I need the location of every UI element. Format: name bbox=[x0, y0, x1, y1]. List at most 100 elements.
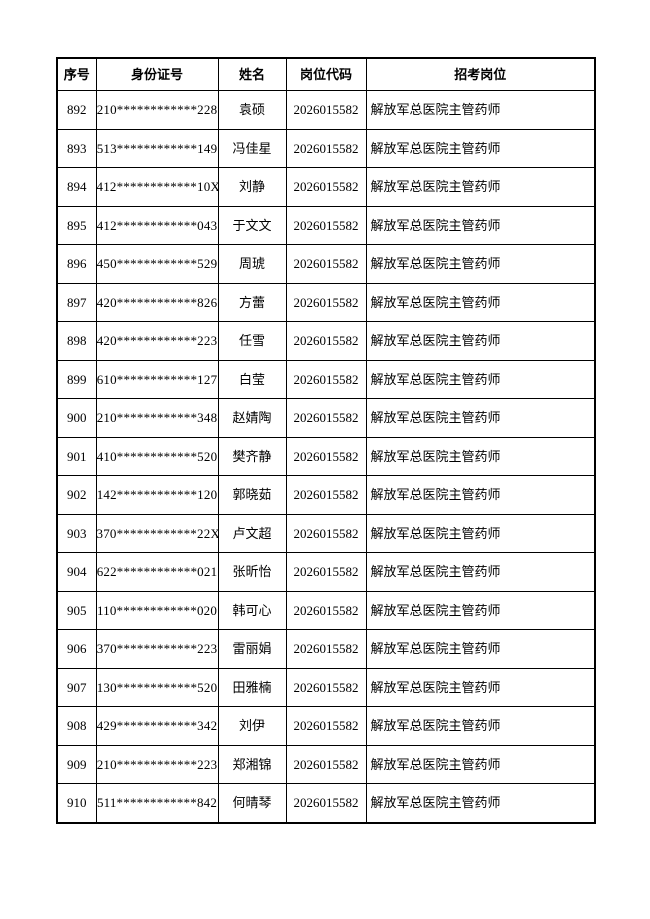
cell-post: 解放军总医院主管药师 bbox=[365, 783, 596, 823]
cell-id-number: 412************10X bbox=[95, 167, 219, 207]
header-cell-post-code: 岗位代码 bbox=[285, 57, 367, 91]
cell-name: 何晴琴 bbox=[217, 783, 287, 823]
cell-post: 解放军总医院主管药师 bbox=[365, 244, 596, 284]
recruitment-roster-table: 序号 身份证号 姓名 岗位代码 招考岗位 892 210************… bbox=[56, 57, 596, 824]
cell-id-number: 622************021 bbox=[95, 552, 219, 592]
cell-name: 郑湘锦 bbox=[217, 744, 287, 784]
cell-id-number: 210************223 bbox=[95, 744, 219, 784]
cell-id-number: 370************22X bbox=[95, 513, 219, 553]
cell-seq: 893 bbox=[56, 128, 97, 168]
cell-post-code: 2026015582 bbox=[285, 321, 367, 361]
cell-seq: 903 bbox=[56, 513, 97, 553]
header-cell-id-number: 身份证号 bbox=[95, 57, 219, 91]
table-row: 908 429************342 刘伊 2026015582 解放军… bbox=[56, 706, 596, 746]
cell-id-number: 513************149 bbox=[95, 128, 219, 168]
cell-post-code: 2026015582 bbox=[285, 513, 367, 553]
cell-name: 刘伊 bbox=[217, 706, 287, 746]
table-row: 907 130************520 田雅楠 2026015582 解放… bbox=[56, 667, 596, 707]
cell-name: 赵婧陶 bbox=[217, 398, 287, 438]
cell-name: 方蕾 bbox=[217, 282, 287, 322]
cell-id-number: 210************228 bbox=[95, 90, 219, 130]
cell-seq: 898 bbox=[56, 321, 97, 361]
cell-name: 田雅楠 bbox=[217, 667, 287, 707]
table-row: 900 210************348 赵婧陶 2026015582 解放… bbox=[56, 398, 596, 438]
cell-seq: 896 bbox=[56, 244, 97, 284]
table-row: 909 210************223 郑湘锦 2026015582 解放… bbox=[56, 744, 596, 784]
cell-id-number: 450************529 bbox=[95, 244, 219, 284]
cell-name: 雷丽娟 bbox=[217, 629, 287, 669]
cell-post-code: 2026015582 bbox=[285, 667, 367, 707]
table-row: 895 412************043 于文文 2026015582 解放… bbox=[56, 205, 596, 245]
table-row: 905 110************020 韩可心 2026015582 解放… bbox=[56, 590, 596, 630]
header-cell-post: 招考岗位 bbox=[365, 57, 596, 91]
cell-post-code: 2026015582 bbox=[285, 783, 367, 823]
table-row: 903 370************22X 卢文超 2026015582 解放… bbox=[56, 513, 596, 553]
table-row: 893 513************149 冯佳星 2026015582 解放… bbox=[56, 128, 596, 168]
table-body: 892 210************228 袁硕 2026015582 解放军… bbox=[56, 90, 596, 823]
cell-post-code: 2026015582 bbox=[285, 398, 367, 438]
cell-post: 解放军总医院主管药师 bbox=[365, 128, 596, 168]
cell-seq: 894 bbox=[56, 167, 97, 207]
cell-name: 刘静 bbox=[217, 167, 287, 207]
cell-post: 解放军总医院主管药师 bbox=[365, 90, 596, 130]
table-row: 901 410************520 樊齐静 2026015582 解放… bbox=[56, 436, 596, 476]
cell-id-number: 410************520 bbox=[95, 436, 219, 476]
table-row: 906 370************223 雷丽娟 2026015582 解放… bbox=[56, 629, 596, 669]
cell-seq: 892 bbox=[56, 90, 97, 130]
cell-post: 解放军总医院主管药师 bbox=[365, 744, 596, 784]
cell-post-code: 2026015582 bbox=[285, 706, 367, 746]
cell-name: 张昕怡 bbox=[217, 552, 287, 592]
table-header-row: 序号 身份证号 姓名 岗位代码 招考岗位 bbox=[56, 57, 596, 91]
cell-post: 解放军总医院主管药师 bbox=[365, 513, 596, 553]
cell-post-code: 2026015582 bbox=[285, 282, 367, 322]
cell-seq: 909 bbox=[56, 744, 97, 784]
cell-id-number: 429************342 bbox=[95, 706, 219, 746]
header-cell-name: 姓名 bbox=[217, 57, 287, 91]
cell-name: 周琥 bbox=[217, 244, 287, 284]
table-row: 892 210************228 袁硕 2026015582 解放军… bbox=[56, 90, 596, 130]
cell-post: 解放军总医院主管药师 bbox=[365, 359, 596, 399]
cell-id-number: 420************223 bbox=[95, 321, 219, 361]
cell-post-code: 2026015582 bbox=[285, 552, 367, 592]
cell-post-code: 2026015582 bbox=[285, 90, 367, 130]
cell-post: 解放军总医院主管药师 bbox=[365, 706, 596, 746]
cell-name: 白莹 bbox=[217, 359, 287, 399]
cell-id-number: 210************348 bbox=[95, 398, 219, 438]
cell-id-number: 511************842 bbox=[95, 783, 219, 823]
table-row: 902 142************120 郭晓茹 2026015582 解放… bbox=[56, 475, 596, 515]
cell-post-code: 2026015582 bbox=[285, 590, 367, 630]
table-row: 897 420************826 方蕾 2026015582 解放军… bbox=[56, 282, 596, 322]
cell-seq: 900 bbox=[56, 398, 97, 438]
cell-post-code: 2026015582 bbox=[285, 744, 367, 784]
cell-seq: 902 bbox=[56, 475, 97, 515]
cell-seq: 899 bbox=[56, 359, 97, 399]
header-cell-seq: 序号 bbox=[56, 57, 97, 91]
cell-post-code: 2026015582 bbox=[285, 244, 367, 284]
cell-post: 解放军总医院主管药师 bbox=[365, 629, 596, 669]
cell-post-code: 2026015582 bbox=[285, 436, 367, 476]
cell-post-code: 2026015582 bbox=[285, 359, 367, 399]
cell-post: 解放军总医院主管药师 bbox=[365, 282, 596, 322]
table-row: 896 450************529 周琥 2026015582 解放军… bbox=[56, 244, 596, 284]
cell-id-number: 420************826 bbox=[95, 282, 219, 322]
cell-post: 解放军总医院主管药师 bbox=[365, 205, 596, 245]
cell-id-number: 412************043 bbox=[95, 205, 219, 245]
cell-seq: 905 bbox=[56, 590, 97, 630]
cell-name: 郭晓茹 bbox=[217, 475, 287, 515]
cell-seq: 906 bbox=[56, 629, 97, 669]
cell-id-number: 130************520 bbox=[95, 667, 219, 707]
cell-post-code: 2026015582 bbox=[285, 629, 367, 669]
table-row: 899 610************127 白莹 2026015582 解放军… bbox=[56, 359, 596, 399]
cell-id-number: 142************120 bbox=[95, 475, 219, 515]
cell-post-code: 2026015582 bbox=[285, 167, 367, 207]
cell-seq: 904 bbox=[56, 552, 97, 592]
table-row: 910 511************842 何晴琴 2026015582 解放… bbox=[56, 783, 596, 823]
cell-post: 解放军总医院主管药师 bbox=[365, 398, 596, 438]
cell-name: 樊齐静 bbox=[217, 436, 287, 476]
cell-seq: 910 bbox=[56, 783, 97, 823]
cell-seq: 897 bbox=[56, 282, 97, 322]
cell-post-code: 2026015582 bbox=[285, 205, 367, 245]
cell-seq: 901 bbox=[56, 436, 97, 476]
table-row: 904 622************021 张昕怡 2026015582 解放… bbox=[56, 552, 596, 592]
